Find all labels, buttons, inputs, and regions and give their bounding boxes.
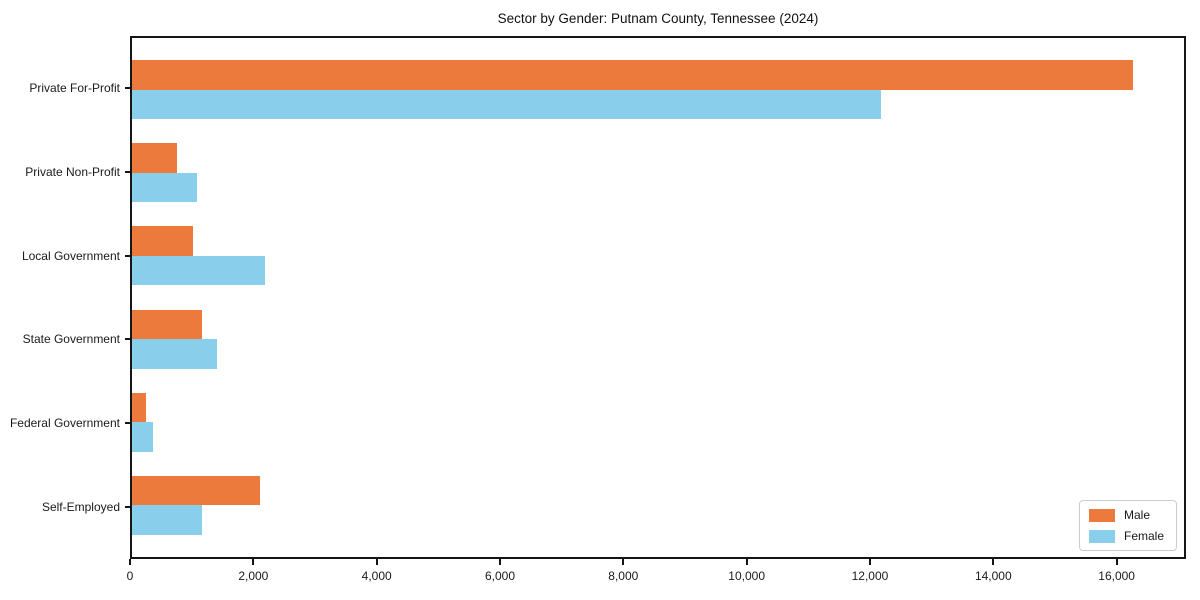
female-bar [132, 505, 202, 535]
male-bar [132, 143, 178, 173]
male-swatch-icon [1088, 508, 1115, 522]
bar-group-1 [132, 143, 1184, 203]
female-bar [132, 339, 217, 369]
plot-area: Male Female [130, 36, 1186, 559]
x-tick-mark [498, 559, 501, 565]
x-tick-mark [622, 559, 625, 565]
y-tick-mark [125, 87, 130, 90]
male-bar [132, 475, 260, 506]
x-tick-mark [1115, 559, 1118, 565]
x-tick-mark [992, 559, 995, 565]
y-tick-mark [125, 254, 130, 257]
male-bar [132, 392, 146, 423]
x-tick-mark [375, 559, 378, 565]
x-tick-mark [868, 559, 871, 565]
y-tick-label: Private For-Profit [29, 81, 120, 96]
female-bar [132, 89, 882, 120]
y-tick-mark [125, 422, 130, 425]
female-swatch-icon [1088, 529, 1115, 543]
x-tick-label: 10,000 [728, 569, 765, 583]
y-tick-label: Local Government [21, 248, 120, 263]
y-tick-label: State Government [22, 332, 120, 347]
legend-label-female: Female [1123, 529, 1164, 543]
y-tick-label: Self-Employed [41, 499, 120, 514]
y-tick-mark [125, 505, 130, 508]
x-tick-label: 12,000 [851, 569, 889, 583]
female-bar [132, 255, 265, 286]
x-tick-label: 6,000 [484, 569, 515, 583]
x-tick-label: 0 [126, 569, 134, 583]
y-tick-mark [125, 338, 130, 341]
bar-group-2 [132, 226, 1184, 286]
x-tick-label: 4,000 [361, 569, 392, 583]
x-tick-mark [129, 559, 131, 565]
x-tick-mark [745, 559, 748, 565]
legend-item-female: Female [1088, 529, 1164, 543]
male-bar [132, 309, 202, 340]
female-bar [132, 422, 153, 452]
male-bar [132, 60, 1133, 90]
x-tick-mark [252, 559, 255, 565]
y-axis-labels: Private For-Profit Private Non-Profit Loca… [0, 36, 130, 559]
female-bar [132, 172, 197, 203]
legend-item-male: Male [1088, 508, 1164, 522]
male-bar [132, 226, 193, 256]
x-tick-label: 2,000 [238, 569, 269, 583]
legend-label-male: Male [1123, 508, 1150, 522]
y-tick-mark [125, 170, 130, 173]
x-tick-label: 14,000 [974, 569, 1012, 583]
bar-group-5 [132, 475, 1184, 535]
chart-title: Sector by Gender: Putnam County, Tenness… [497, 11, 819, 26]
y-tick-label: Federal Government [9, 416, 120, 431]
bars-container [132, 38, 1184, 557]
x-axis: 0 2,000 4,000 6,000 8,000 10,000 12,000 14,000 1… [126, 559, 1186, 593]
legend: Male Female [1078, 500, 1177, 551]
x-tick-label: 16,000 [1098, 569, 1135, 583]
x-tick-label: 8,000 [608, 569, 639, 583]
bar-group-0 [132, 60, 1184, 120]
y-tick-label: Private Non-Profit [25, 164, 120, 179]
bar-group-3 [132, 309, 1184, 369]
bar-group-4 [132, 392, 1184, 452]
